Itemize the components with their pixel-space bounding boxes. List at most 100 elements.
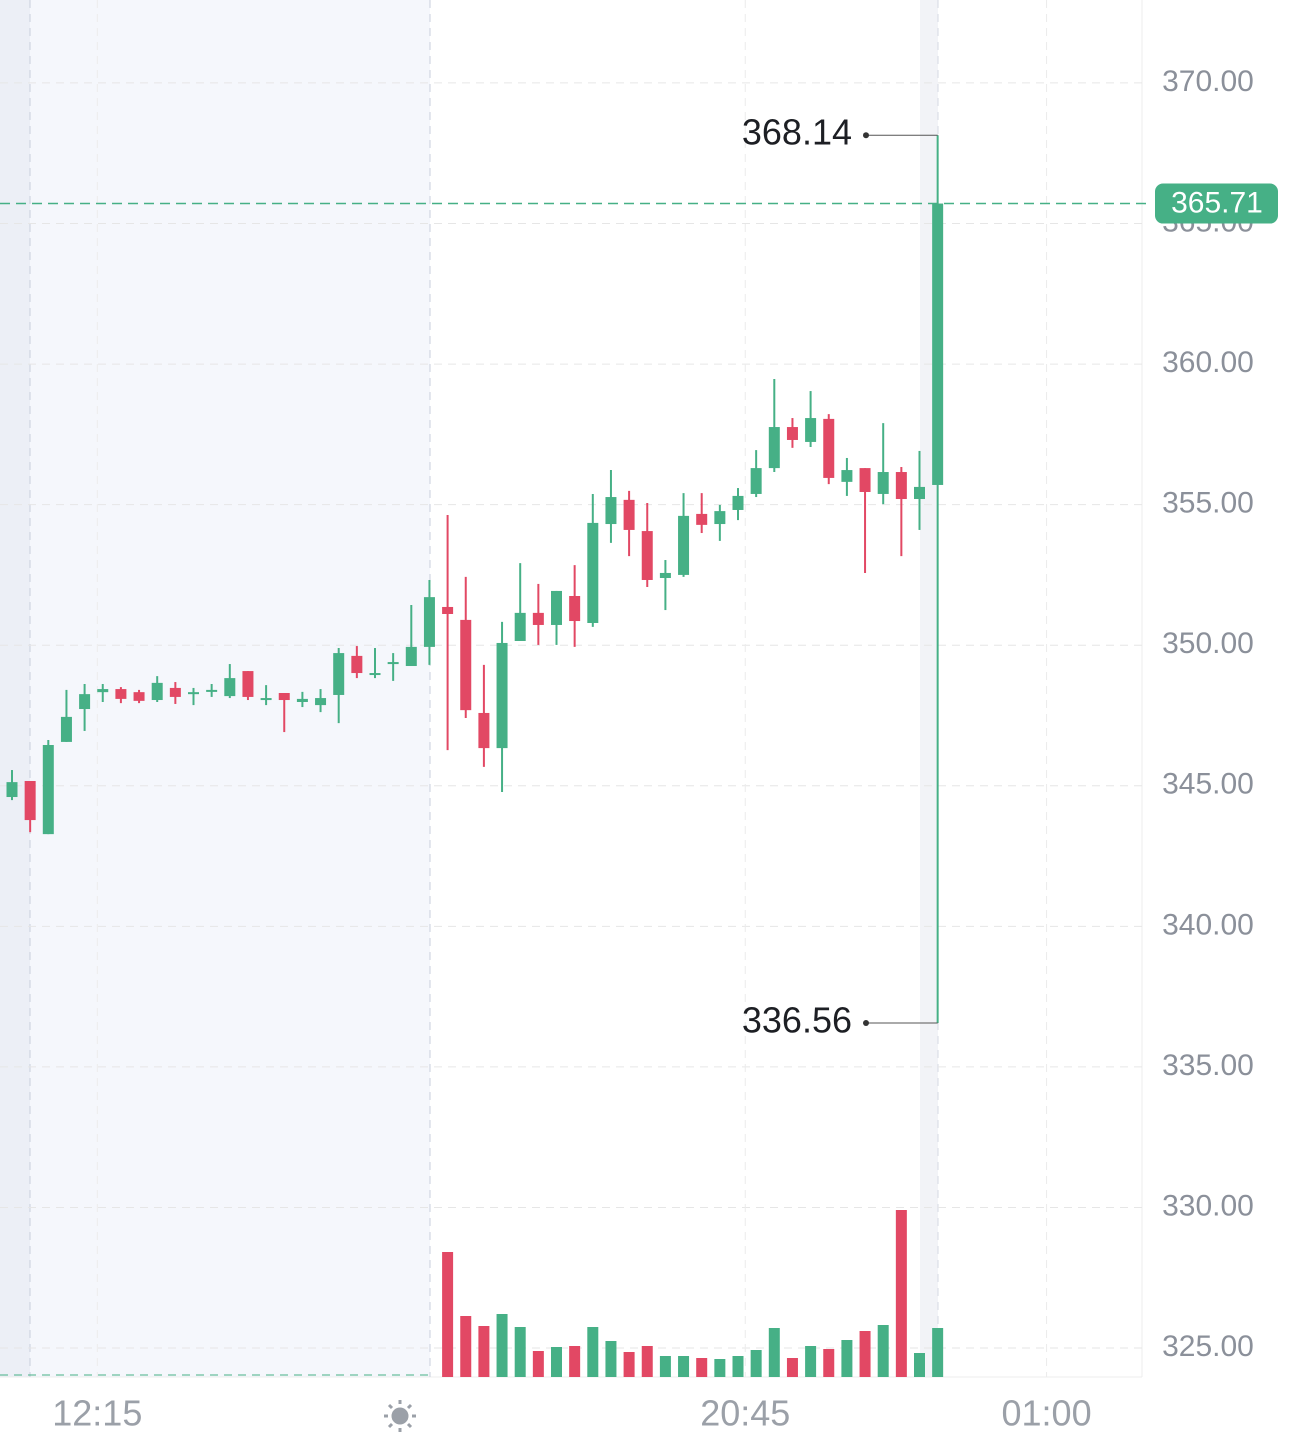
candle-body xyxy=(551,590,562,625)
volume-bar xyxy=(786,1358,798,1377)
candle-body xyxy=(877,472,889,494)
candle-body xyxy=(6,782,18,798)
volume-bar xyxy=(768,1328,780,1377)
volume-bar xyxy=(478,1326,490,1377)
candle-body xyxy=(786,427,798,440)
volume-bar xyxy=(678,1356,690,1377)
candle-body xyxy=(532,612,544,625)
y-tick-label: 350.00 xyxy=(1162,627,1254,660)
candle-body xyxy=(315,698,327,706)
volume-bar xyxy=(696,1358,708,1377)
volume-bar xyxy=(496,1314,508,1377)
candle-body xyxy=(841,470,853,482)
volume-bar xyxy=(823,1349,835,1377)
candle-body xyxy=(696,513,708,525)
candle-body xyxy=(296,698,308,702)
candle-body xyxy=(242,671,254,697)
candle-body xyxy=(750,468,762,494)
candle-body xyxy=(97,689,109,693)
candle-body xyxy=(914,486,925,500)
volume-bar xyxy=(460,1316,472,1377)
x-tick-label: 20:45 xyxy=(700,1393,790,1434)
volume-bar xyxy=(932,1328,944,1377)
candle-body xyxy=(206,689,218,692)
candle-body xyxy=(42,745,54,835)
candle-body xyxy=(659,572,671,579)
volume-bar xyxy=(805,1346,817,1377)
candle-body xyxy=(932,203,944,485)
y-tick-label: 325.00 xyxy=(1162,1330,1254,1363)
candle-body xyxy=(514,612,526,641)
x-tick-label: 01:00 xyxy=(1002,1393,1092,1434)
current-price-box xyxy=(1155,183,1278,224)
candle-body xyxy=(278,692,290,701)
candle-body xyxy=(623,499,635,530)
candle-body xyxy=(678,515,690,575)
volume-bar xyxy=(877,1325,889,1377)
candle-body xyxy=(115,689,127,699)
low-annotation: 336.56 xyxy=(742,1000,852,1041)
x-tick-label: 12:15 xyxy=(52,1393,142,1434)
candle-body xyxy=(151,682,163,701)
candle-body xyxy=(224,678,236,697)
candle-body xyxy=(587,522,599,623)
candle-body xyxy=(423,597,435,647)
volume-bar xyxy=(532,1351,544,1377)
volume-bar xyxy=(714,1359,726,1377)
volume-bar xyxy=(641,1346,653,1377)
candle-body xyxy=(605,497,617,525)
candle-body xyxy=(569,596,581,622)
candle-body xyxy=(478,712,490,749)
candle-body xyxy=(641,531,653,580)
candle-body xyxy=(405,646,417,667)
volume-bar xyxy=(732,1356,744,1377)
volume-bar xyxy=(859,1331,871,1377)
y-tick-label: 370.00 xyxy=(1162,65,1254,98)
volume-bar xyxy=(895,1210,907,1377)
pre-market-shade xyxy=(0,0,430,1377)
volume-bar xyxy=(659,1356,671,1377)
candle-body xyxy=(895,472,907,500)
candle-body xyxy=(188,692,199,695)
candle-body xyxy=(387,662,399,665)
low-annotation-dot xyxy=(863,1020,869,1027)
candle-body xyxy=(133,692,145,701)
volume-bar xyxy=(841,1340,853,1377)
session-shade xyxy=(0,0,30,1377)
candle-body xyxy=(24,780,36,821)
y-tick-label: 360.00 xyxy=(1162,346,1254,379)
candle-body xyxy=(169,687,181,697)
y-tick-label: 330.00 xyxy=(1162,1189,1254,1222)
high-annotation-dot xyxy=(863,132,869,139)
volume-bar xyxy=(569,1346,581,1377)
sun-icon xyxy=(384,1400,416,1432)
volume-bar xyxy=(605,1341,617,1377)
y-tick-label: 335.00 xyxy=(1162,1049,1254,1082)
y-tick-label: 345.00 xyxy=(1162,768,1254,801)
volume-bar xyxy=(623,1352,635,1377)
candle-body xyxy=(60,716,72,742)
high-annotation: 368.14 xyxy=(742,112,852,153)
volume-bar xyxy=(587,1327,599,1377)
candle-body xyxy=(333,653,345,695)
candle-body xyxy=(714,511,726,525)
candle-body xyxy=(823,418,835,478)
candle-body xyxy=(369,673,381,676)
volume-bar xyxy=(514,1327,526,1377)
candle-body xyxy=(260,698,272,701)
candle-body xyxy=(351,655,363,674)
candle-body xyxy=(768,427,780,469)
candle-body xyxy=(460,619,472,711)
candle-body xyxy=(442,606,454,614)
candle-body xyxy=(732,495,744,510)
volume-bar xyxy=(442,1252,454,1377)
candle-body xyxy=(805,418,817,442)
y-tick-label: 340.00 xyxy=(1162,908,1254,941)
volume-bar xyxy=(914,1353,925,1377)
candle-body xyxy=(79,694,91,710)
y-tick-label: 355.00 xyxy=(1162,487,1254,520)
current-price-label: 365.71 xyxy=(1171,186,1263,219)
candle-body xyxy=(859,468,871,492)
candle-body xyxy=(496,642,508,749)
